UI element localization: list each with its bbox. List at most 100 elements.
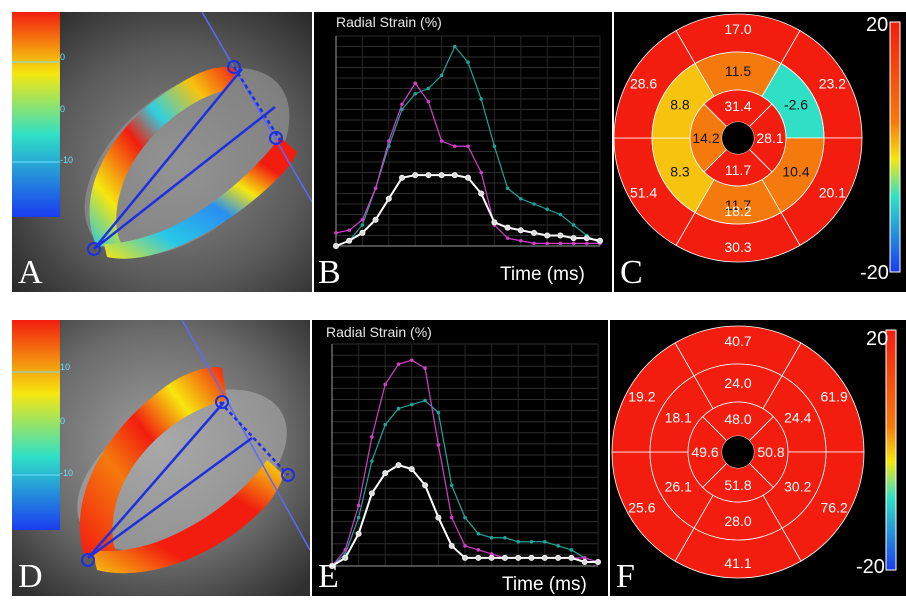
data-point — [489, 552, 494, 556]
segment-value-label: 28.0 — [724, 513, 751, 529]
data-point — [383, 382, 387, 387]
data-point — [530, 229, 537, 236]
segment-value-label: 51.8 — [724, 477, 751, 493]
data-point — [545, 207, 549, 212]
data-point — [505, 236, 510, 240]
data-point — [383, 422, 387, 427]
data-point — [476, 531, 481, 536]
data-point — [581, 558, 588, 565]
data-point — [413, 91, 417, 96]
data-point — [382, 470, 389, 477]
color-scale-bar — [889, 21, 901, 273]
segment-value-label: 11.5 — [725, 63, 751, 79]
data-point — [466, 144, 470, 149]
color-scale-bar-a — [12, 12, 60, 217]
data-point — [359, 229, 366, 236]
data-point — [425, 172, 432, 179]
data-point — [342, 554, 349, 561]
data-point — [413, 81, 417, 86]
data-point — [479, 97, 483, 101]
segment-value-label: 23.2 — [819, 76, 846, 92]
color-scale-bar-d — [12, 320, 60, 530]
data-point — [558, 241, 563, 246]
segment-value-label: 11.7 — [725, 197, 751, 213]
segment-value-label: 14.2 — [692, 130, 719, 146]
segment-value-label: 25.6 — [628, 500, 655, 516]
scale-tick-label: -10 — [60, 155, 74, 165]
data-point — [585, 241, 589, 246]
data-point — [569, 548, 574, 552]
data-point — [461, 554, 468, 561]
data-point — [504, 224, 511, 231]
segment-value-label: 40.7 — [724, 333, 751, 349]
chart-x-axis-label: Time (ms) — [500, 264, 585, 285]
data-point — [439, 73, 444, 78]
panel-b-strain-chart: Radial Strain (%) Time (ms) B — [314, 12, 612, 292]
data-point — [555, 554, 562, 561]
data-point — [489, 535, 494, 540]
data-point — [545, 241, 549, 246]
chart-title: Radial Strain (%) — [326, 324, 432, 340]
panel-label-f: F — [616, 558, 635, 595]
data-point — [372, 216, 379, 223]
data-point — [451, 172, 458, 179]
data-point — [347, 228, 351, 233]
data-point — [503, 535, 507, 540]
data-point — [439, 139, 444, 143]
data-point — [594, 558, 601, 565]
segment-value-label: 61.9 — [821, 389, 848, 405]
panel-d-mri: 10 0 -10 D — [12, 320, 310, 596]
panel-label-e: E — [318, 558, 339, 595]
segment-value-label: 18.1 — [665, 410, 692, 426]
data-point — [453, 44, 457, 49]
data-point — [426, 99, 431, 104]
data-point — [464, 174, 471, 181]
data-point — [501, 554, 508, 561]
segment-value-label: 30.3 — [724, 239, 751, 255]
data-point — [423, 366, 427, 371]
data-point — [532, 202, 536, 206]
data-point — [557, 232, 564, 239]
segment-value-label: 24.4 — [784, 410, 811, 426]
bullseye-center-hole — [722, 122, 754, 154]
data-point — [334, 231, 338, 235]
data-point — [519, 196, 523, 201]
data-point — [346, 237, 353, 244]
chart-x-axis-label: Time (ms) — [502, 574, 587, 595]
data-point — [436, 443, 441, 447]
data-point — [558, 212, 563, 217]
data-point — [387, 139, 391, 143]
data-point — [505, 186, 510, 191]
data-point — [529, 539, 534, 544]
segment-value-label: 49.6 — [691, 444, 718, 460]
segment-value-label: 41.1 — [724, 555, 751, 571]
panel-e-strain-chart: Radial Strain (%) Time (ms) E — [312, 320, 608, 596]
segment-value-label: 19.2 — [628, 389, 655, 405]
scale-tick-label: -10 — [60, 468, 74, 478]
data-point — [463, 544, 467, 548]
panel-c-bullseye: 17.0 23.2 20.1 30.3 51.4 28.6 11.5 -2.6 10.4 11.7… — [614, 12, 906, 292]
panel-f-bullseye: 40.7 61.9 76.2 41.1 25.6 19.2 24.0 24.4 30.2 28.0… — [610, 320, 906, 596]
data-point — [476, 548, 481, 552]
data-point — [373, 186, 378, 191]
bullseye-plot-c: 17.0 23.2 20.1 30.3 51.4 28.6 11.5 -2.6 10.4 11.7… — [614, 13, 901, 273]
data-point — [519, 238, 523, 243]
scale-tick-label: 0 — [60, 416, 66, 426]
data-point — [517, 227, 524, 234]
data-point — [449, 483, 454, 488]
data-point — [544, 232, 551, 239]
data-point — [408, 466, 415, 473]
segment-value-label: 17.0 — [724, 21, 751, 37]
data-point — [422, 482, 429, 489]
data-point — [412, 172, 419, 179]
data-point — [360, 223, 365, 227]
data-point — [400, 107, 404, 112]
mri-image-d — [12, 320, 310, 596]
data-point — [492, 144, 497, 149]
segment-value-label: 28.6 — [630, 76, 657, 92]
scale-tick-label: 10 — [60, 362, 71, 372]
data-point — [370, 435, 374, 439]
segment-value-label: 8.3 — [670, 164, 690, 180]
data-point — [488, 554, 495, 561]
chart-title: Radial Strain (%) — [336, 14, 442, 30]
